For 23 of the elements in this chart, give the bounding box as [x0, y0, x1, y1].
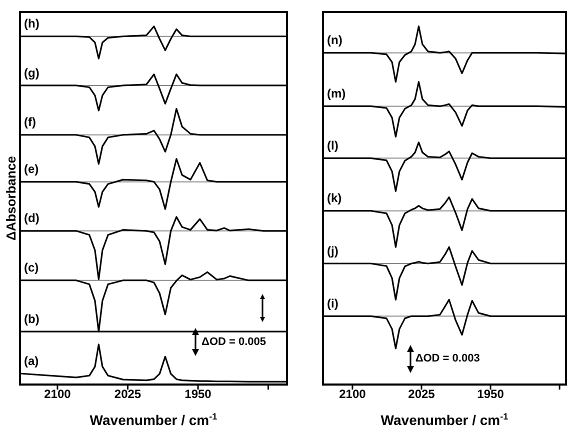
x-tick-label: 2025 [114, 387, 142, 402]
x-tick-label: 1950 [184, 387, 212, 402]
annotation: ΔOD = 0.003 [415, 352, 480, 365]
series-label: (c) [24, 260, 39, 275]
y-axis-title: ΔAbsorbance [4, 156, 19, 241]
x-tick-label: 2100 [339, 387, 366, 402]
series-label: (h) [24, 16, 40, 31]
series-label: (j) [327, 244, 338, 258]
x-tick-label: 2025 [408, 387, 436, 402]
series-label: (k) [327, 191, 342, 206]
x-tick-label: 2100 [44, 387, 72, 402]
series-label: (g) [24, 66, 40, 80]
annotation: ΔOD = 0.005 [202, 336, 266, 348]
series-label: (d) [24, 211, 40, 226]
series-label: (b) [24, 312, 40, 326]
series-label: (a) [24, 354, 39, 368]
series-label: (i) [327, 296, 338, 310]
series-label: (f) [24, 115, 36, 130]
series-label: (n) [327, 33, 342, 48]
series-label: (e) [24, 162, 39, 176]
x-tick-label: 1950 [477, 387, 504, 402]
series-label: (m) [327, 86, 346, 101]
series-label: (l) [327, 138, 338, 152]
